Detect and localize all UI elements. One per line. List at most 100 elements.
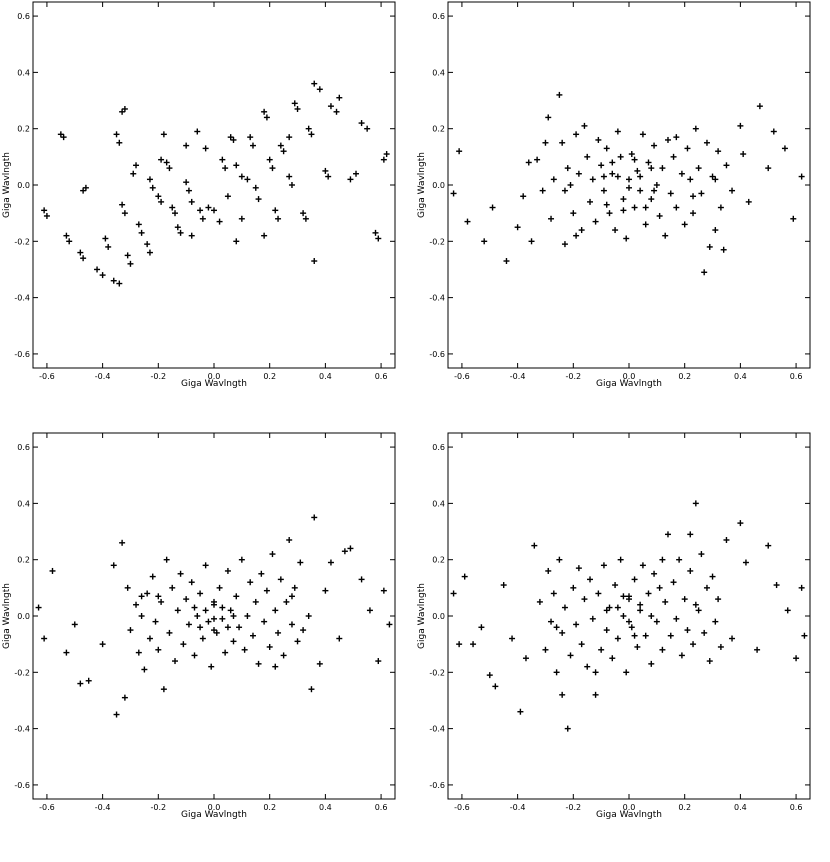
data-point: [347, 176, 354, 183]
data-point: [302, 215, 309, 222]
data-point: [230, 613, 237, 619]
data-point: [662, 232, 669, 239]
data-point: [236, 624, 243, 631]
data-point: [703, 139, 710, 146]
data-point: [584, 663, 591, 670]
data-point: [634, 167, 641, 174]
data-point: [138, 229, 145, 236]
data-point: [272, 663, 279, 670]
y-tick-label: 0.2: [432, 125, 445, 134]
data-point: [464, 218, 471, 225]
data-point: [219, 604, 226, 611]
data-point: [653, 182, 660, 188]
data-point: [676, 556, 683, 563]
data-point: [712, 227, 719, 234]
data-point: [191, 652, 198, 659]
data-point: [224, 193, 231, 200]
data-point: [695, 607, 702, 614]
data-point: [559, 629, 566, 636]
data-point: [180, 641, 187, 648]
data-point: [358, 576, 365, 583]
data-point: [545, 567, 552, 574]
data-point: [542, 646, 549, 653]
data-point: [626, 618, 632, 625]
data-point: [183, 596, 190, 603]
data-point: [639, 131, 646, 138]
data-point: [266, 156, 273, 163]
data-point: [617, 556, 624, 563]
data-point: [119, 539, 126, 546]
data-point: [567, 182, 574, 188]
x-tick-label: -0.4: [95, 372, 111, 381]
y-tick-label: 0.6: [17, 443, 30, 452]
x-tick-label: 0.6: [790, 372, 803, 381]
data-point: [542, 139, 549, 146]
data-point: [620, 593, 627, 600]
data-point: [698, 190, 705, 197]
y-tick-label: -0.6: [14, 781, 30, 790]
data-point: [664, 531, 671, 538]
plot-frame: [32, 1, 396, 369]
data-point: [188, 198, 195, 205]
data-point: [169, 584, 176, 591]
data-point: [628, 624, 635, 631]
data-point: [261, 108, 268, 115]
x-tick-label: 0.0: [208, 372, 221, 381]
data-point: [49, 567, 56, 574]
data-point: [737, 122, 744, 129]
chart-panel-4: -0.6 -0.4 -0.2 0.0 0.2 0.4 0.6 -0.6 -0.4 -0.2 0.0 0…: [415, 431, 830, 862]
data-point: [737, 520, 744, 527]
data-point: [651, 187, 658, 194]
data-point: [80, 187, 87, 194]
data-point: [280, 148, 287, 155]
x-tick-label: -0.4: [510, 803, 526, 812]
data-point: [651, 570, 658, 577]
data-point: [637, 601, 644, 608]
data-point: [684, 145, 691, 152]
x-tick-label: 0.6: [790, 803, 803, 812]
data-point: [781, 145, 788, 152]
data-point: [503, 258, 510, 265]
data-point: [194, 128, 201, 135]
data-point: [288, 621, 295, 628]
data-point: [127, 627, 134, 634]
data-point: [614, 173, 621, 180]
scatter-plot: -0.6 -0.4 -0.2 0.0 0.2 0.4 0.6 -0.6 -0.4 -0.2 0.0 0…: [417, 432, 811, 820]
data-point: [709, 173, 716, 180]
data-point: [603, 145, 610, 152]
data-point: [288, 593, 295, 600]
data-point: [144, 590, 151, 597]
x-axis-label: Giga Wavlngth: [596, 810, 662, 820]
y-tick-label: 0.4: [432, 68, 445, 77]
data-point: [801, 632, 808, 639]
data-point: [603, 201, 610, 208]
data-point: [113, 131, 120, 138]
data-point: [35, 604, 42, 611]
data-point: [269, 165, 276, 172]
data-point: [740, 151, 747, 158]
data-point: [678, 170, 685, 177]
plot-frame: [447, 432, 811, 800]
data-point: [375, 235, 382, 242]
data-point: [110, 562, 117, 569]
data-point: [144, 241, 151, 248]
data-point: [720, 246, 727, 253]
data-point: [138, 593, 145, 600]
data-point: [258, 570, 265, 577]
data-point: [41, 635, 48, 642]
data-point: [648, 196, 655, 203]
data-point: [272, 207, 279, 214]
data-point: [659, 556, 666, 563]
data-point: [598, 646, 605, 653]
data-point: [85, 677, 92, 684]
data-point: [656, 212, 663, 219]
data-point: [121, 105, 128, 112]
data-point: [177, 229, 184, 236]
data-point: [197, 590, 204, 597]
data-point: [631, 204, 638, 211]
data-point: [573, 232, 580, 239]
data-point: [66, 238, 73, 245]
data-point: [105, 243, 112, 250]
data-point: [631, 632, 638, 639]
data-point: [692, 500, 699, 507]
